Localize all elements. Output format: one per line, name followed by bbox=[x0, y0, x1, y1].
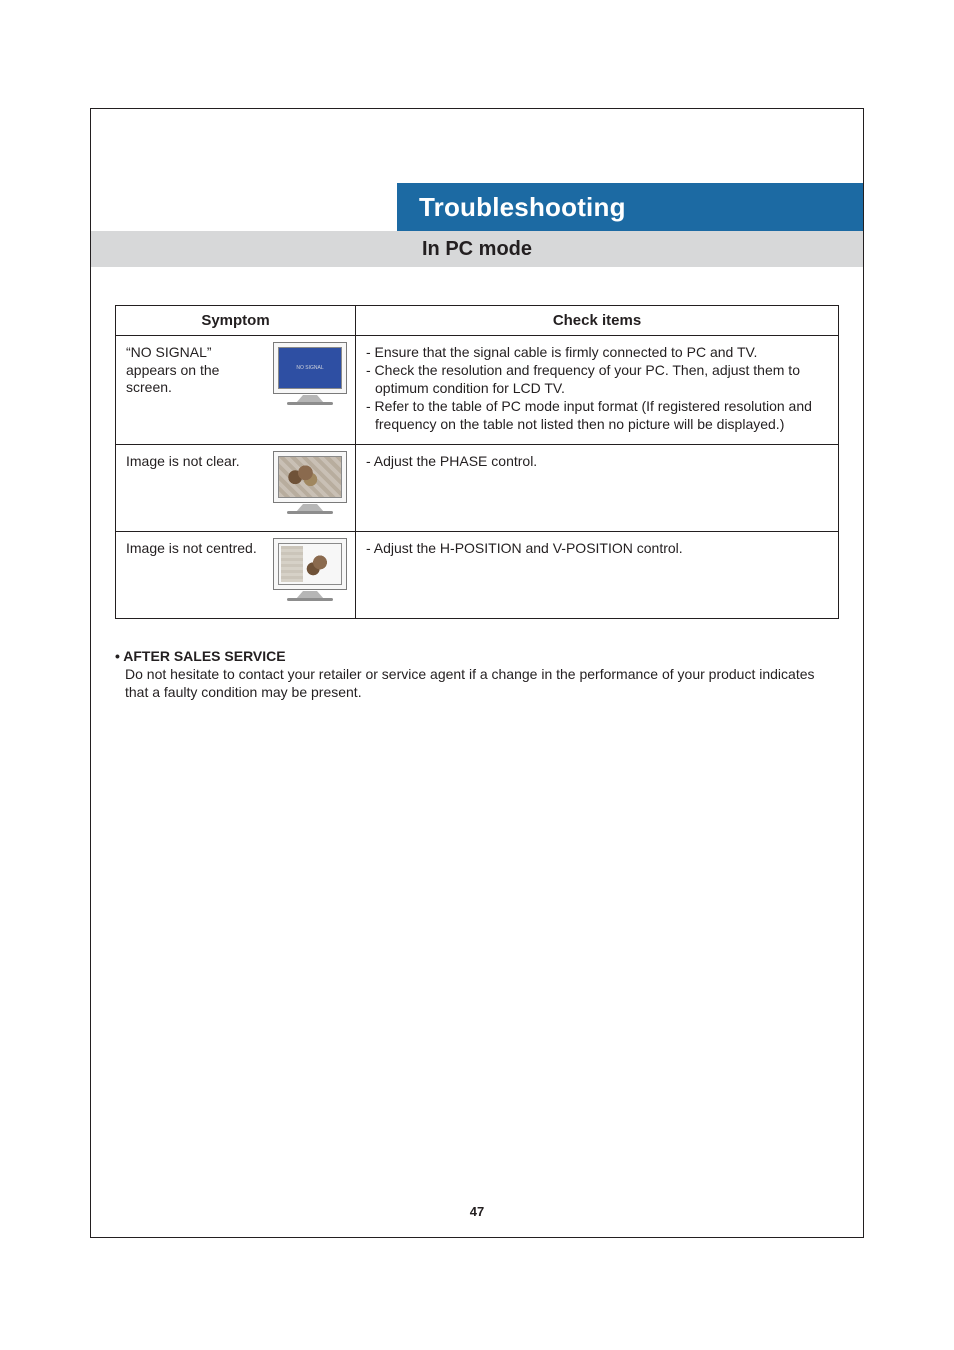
monitor-screen bbox=[278, 456, 342, 498]
after-service-header: • AFTER SALES SERVICE bbox=[115, 647, 839, 665]
table-body: “NO SIGNAL” appears on the screen. NO SIG… bbox=[116, 336, 839, 619]
check-line: - Refer to the table of PC mode input fo… bbox=[366, 398, 828, 434]
after-sales-service: • AFTER SALES SERVICE Do not hesitate to… bbox=[91, 619, 863, 702]
symptom-row-wrap: Image is not clear. bbox=[126, 453, 347, 523]
page-title: Troubleshooting bbox=[419, 192, 626, 223]
title-bar: Troubleshooting bbox=[397, 183, 863, 231]
check-line: - Adjust the PHASE control. bbox=[366, 453, 828, 471]
monitor-screen: NO SIGNAL bbox=[278, 347, 342, 389]
symptom-cell: Image is not centred. bbox=[116, 531, 356, 618]
table-row: Image is not centred. - Adjust the H-POSI… bbox=[116, 531, 839, 618]
monitor-icon bbox=[273, 451, 347, 523]
symptom-cell: “NO SIGNAL” appears on the screen. NO SIG… bbox=[116, 336, 356, 445]
troubleshooting-table: Symptom Check items “NO SIGNAL” appears … bbox=[115, 305, 839, 619]
th-symptom: Symptom bbox=[116, 306, 356, 336]
symptom-cell: Image is not clear. bbox=[116, 444, 356, 531]
check-line: - Ensure that the signal cable is firmly… bbox=[366, 344, 828, 362]
check-cell: - Adjust the H-POSITION and V-POSITION c… bbox=[356, 531, 839, 618]
page-number: 47 bbox=[91, 1204, 863, 1219]
check-line: - Adjust the H-POSITION and V-POSITION c… bbox=[366, 540, 828, 558]
after-service-body: Do not hesitate to contact your retailer… bbox=[115, 665, 839, 702]
page: Troubleshooting In PC mode Symptom Check… bbox=[0, 0, 954, 1350]
subtitle-bar: In PC mode bbox=[91, 231, 863, 267]
monitor-icon: NO SIGNAL bbox=[273, 342, 347, 414]
monitor-screen bbox=[278, 543, 342, 585]
th-check: Check items bbox=[356, 306, 839, 336]
page-subtitle: In PC mode bbox=[422, 238, 532, 261]
table-wrap: Symptom Check items “NO SIGNAL” appears … bbox=[91, 267, 863, 619]
monitor-icon bbox=[273, 538, 347, 610]
table-header-row: Symptom Check items bbox=[116, 306, 839, 336]
check-line: - Check the resolution and frequency of … bbox=[366, 362, 828, 398]
check-cell: - Adjust the PHASE control. bbox=[356, 444, 839, 531]
table-row: “NO SIGNAL” appears on the screen. NO SIG… bbox=[116, 336, 839, 445]
monitor-screen-label: NO SIGNAL bbox=[296, 365, 323, 371]
table-row: Image is not clear. - Adjust the PHASE co… bbox=[116, 444, 839, 531]
symptom-row-wrap: Image is not centred. bbox=[126, 540, 347, 610]
symptom-text: “NO SIGNAL” appears on the screen. bbox=[126, 344, 263, 414]
symptom-text: Image is not centred. bbox=[126, 540, 263, 610]
content-frame: Troubleshooting In PC mode Symptom Check… bbox=[90, 108, 864, 1238]
symptom-row-wrap: “NO SIGNAL” appears on the screen. NO SIG… bbox=[126, 344, 347, 414]
check-cell: - Ensure that the signal cable is firmly… bbox=[356, 336, 839, 445]
symptom-text: Image is not clear. bbox=[126, 453, 263, 523]
